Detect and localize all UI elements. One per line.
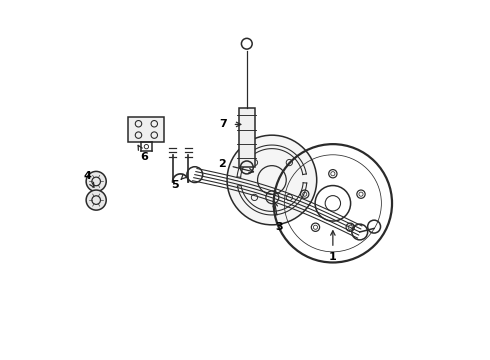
Text: 2: 2 bbox=[218, 159, 225, 169]
Polygon shape bbox=[128, 117, 164, 142]
Polygon shape bbox=[239, 108, 255, 167]
Text: 4: 4 bbox=[83, 171, 91, 181]
Text: 1: 1 bbox=[329, 252, 337, 262]
Text: 3: 3 bbox=[275, 222, 283, 231]
Circle shape bbox=[86, 190, 106, 210]
Text: 7: 7 bbox=[220, 120, 227, 129]
Text: 5: 5 bbox=[172, 180, 179, 190]
Circle shape bbox=[86, 171, 106, 192]
Circle shape bbox=[227, 135, 317, 225]
Text: 6: 6 bbox=[141, 152, 148, 162]
